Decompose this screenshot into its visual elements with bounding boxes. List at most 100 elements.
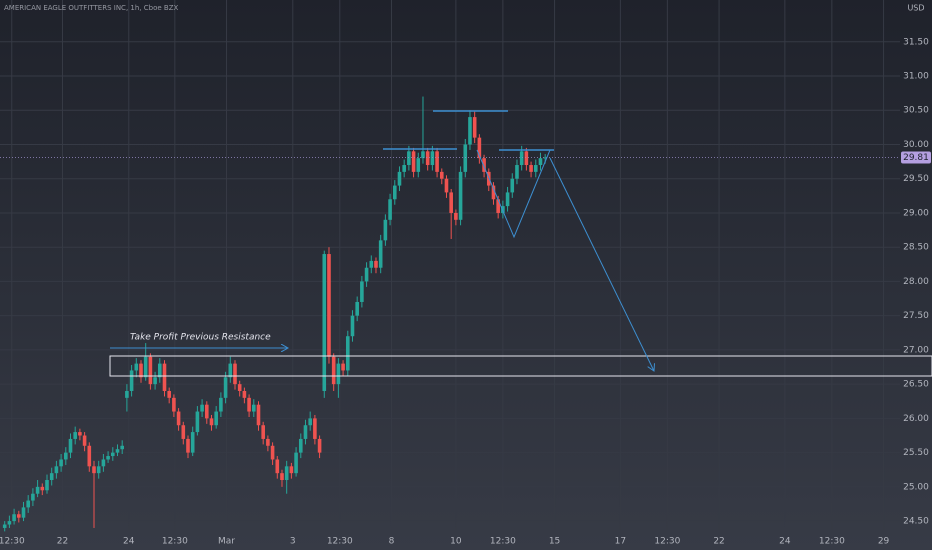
candle-body [533,165,538,172]
y-tick-label: 25.00 [903,482,929,492]
candle-body [482,158,486,172]
x-tick-label: 29 [878,537,890,547]
candle-body [223,377,228,398]
candle-body [270,445,275,460]
candle-body [134,363,139,371]
candle-body [425,151,430,166]
candle-body [538,158,543,166]
y-tick-label: 27.00 [903,345,929,355]
candle-body [204,404,209,419]
candle-body [251,404,256,412]
candle-body [219,397,223,412]
candle-body [148,356,153,385]
y-tick-label: 26.50 [903,380,929,390]
annotation: Take Profit Previous Resistance [130,333,271,343]
candle-body [96,466,101,474]
candle-body [327,254,331,357]
candle-body [176,411,181,426]
candle-body [106,456,110,460]
candle-body [317,438,322,453]
candle-body [143,356,148,378]
candle-body [322,254,327,391]
y-tick-label: 30.50 [903,106,929,116]
candle-body [110,452,115,457]
candle-body [345,336,350,371]
candle-body [26,500,30,508]
candle-body [40,486,45,491]
y-tick-label: 28.00 [903,277,929,287]
candle-body [7,521,12,525]
x-tick-label: 24 [779,537,791,547]
candle-body [510,178,515,193]
x-tick-label: 15 [549,537,560,547]
y-tick-label: 31.50 [903,37,929,47]
candle-body [129,370,134,391]
candle-body [416,158,421,172]
x-tick-label: 12:30 [819,537,845,547]
x-tick-label: 22 [57,537,68,547]
candle-body [125,390,129,398]
candle-body [472,117,477,138]
candle-body [298,438,303,453]
x-tick-label: 12:30 [327,537,353,547]
arrow [549,157,654,371]
candle-body [275,459,280,474]
candle-body [172,397,176,412]
x-tick-label: 24 [123,537,135,547]
candle-body [454,212,458,220]
candle-body [237,384,242,391]
candle-body [402,165,406,172]
candle-body [524,151,529,166]
candle-body [87,445,92,467]
candle-body [261,425,265,439]
candle-body [45,480,49,491]
candle-body [289,466,294,474]
candle-body [374,260,378,268]
candle-body [266,438,270,446]
candle-body [78,432,82,436]
candle-body [303,425,308,439]
candle-body [515,165,519,179]
currency: USD [907,4,924,13]
candle-body [54,466,59,474]
resistance-zone [109,355,932,377]
candle-body [157,363,162,378]
y-tick-label: 29.50 [903,174,929,184]
x-tick-label: 17 [615,537,626,547]
candle-body [280,473,284,481]
candle-body [378,240,383,268]
x-tick-label: Mar [218,537,235,547]
candle-body [463,144,468,172]
candle-body [496,199,500,213]
x-tick-label: 10 [450,537,462,547]
candle-body [491,185,496,200]
candle-body [529,165,533,172]
candle-body [242,390,247,398]
candle-body [31,493,35,501]
candle-body [233,363,237,385]
candle-body [505,192,510,207]
candle-body [458,171,463,220]
x-tick-label: 12:30 [162,537,188,547]
candle-body [369,260,374,268]
y-tick-label: 31.00 [903,72,929,82]
drawings: Take Profit Previous Resistance [109,110,932,377]
last-price-tag [901,151,931,164]
candle-body [68,438,73,453]
candle-body [256,404,261,426]
candle-body [341,363,345,371]
candle-body [195,411,200,433]
candle-body [435,151,439,172]
candle-body [313,418,317,439]
candle-body [350,315,355,337]
candle-body [355,301,359,316]
candle-body [388,199,392,220]
candle-body [336,363,341,385]
candle-body [21,507,26,518]
candle-body [73,432,77,439]
candle-body [360,281,364,302]
candle-body [2,524,7,528]
x-tick-label: 12:30 [654,537,680,547]
y-tick-label: 27.50 [903,311,929,321]
